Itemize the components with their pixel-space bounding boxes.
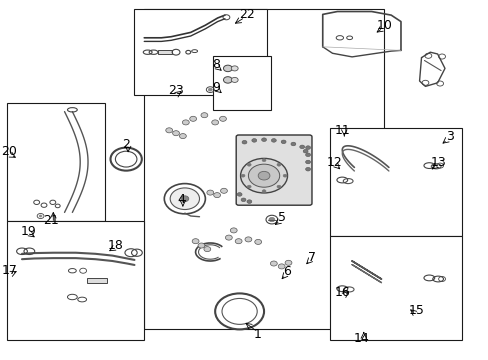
- Text: 14: 14: [353, 332, 369, 345]
- Circle shape: [39, 215, 42, 217]
- Bar: [329, 128, 461, 236]
- Circle shape: [165, 128, 172, 133]
- Text: 11: 11: [334, 124, 349, 137]
- Circle shape: [268, 217, 274, 222]
- Circle shape: [241, 174, 244, 177]
- Circle shape: [241, 198, 245, 202]
- Text: 8: 8: [212, 58, 220, 71]
- Circle shape: [251, 139, 256, 142]
- Text: 13: 13: [429, 156, 445, 169]
- Circle shape: [305, 167, 310, 171]
- Circle shape: [201, 113, 207, 118]
- Circle shape: [247, 163, 251, 166]
- Bar: [158, 50, 172, 54]
- Circle shape: [208, 88, 212, 91]
- Circle shape: [305, 146, 310, 149]
- Circle shape: [258, 171, 269, 180]
- Text: 23: 23: [168, 84, 183, 97]
- Circle shape: [278, 264, 285, 269]
- Text: 4: 4: [177, 193, 184, 206]
- Circle shape: [189, 116, 196, 121]
- Text: 3: 3: [445, 130, 453, 143]
- Circle shape: [271, 139, 276, 142]
- Text: 1: 1: [253, 328, 261, 341]
- Circle shape: [235, 239, 242, 244]
- Circle shape: [179, 134, 186, 139]
- Circle shape: [203, 247, 210, 252]
- Circle shape: [223, 77, 232, 83]
- Circle shape: [290, 142, 295, 146]
- Text: 17: 17: [2, 264, 18, 277]
- Bar: [7, 103, 105, 221]
- Circle shape: [242, 140, 246, 144]
- Circle shape: [231, 66, 238, 71]
- Circle shape: [237, 193, 242, 196]
- Bar: [212, 56, 271, 110]
- Circle shape: [213, 193, 220, 198]
- Text: 21: 21: [43, 214, 59, 227]
- Bar: [87, 278, 106, 283]
- Circle shape: [172, 131, 179, 136]
- Text: 5: 5: [278, 211, 285, 224]
- Circle shape: [223, 65, 232, 72]
- Circle shape: [305, 160, 310, 164]
- Circle shape: [192, 239, 199, 244]
- Text: 20: 20: [1, 145, 17, 158]
- Bar: [7, 221, 144, 340]
- Circle shape: [231, 77, 238, 82]
- Circle shape: [276, 185, 280, 188]
- Text: 12: 12: [326, 156, 342, 169]
- Circle shape: [261, 138, 266, 141]
- Circle shape: [246, 200, 251, 203]
- Circle shape: [281, 140, 285, 144]
- Bar: [144, 9, 383, 329]
- Circle shape: [270, 261, 277, 266]
- Circle shape: [181, 196, 188, 202]
- Circle shape: [219, 116, 226, 121]
- Text: 18: 18: [107, 239, 123, 252]
- Text: 19: 19: [20, 225, 36, 238]
- Circle shape: [211, 120, 218, 125]
- Circle shape: [283, 174, 286, 177]
- Bar: [134, 9, 266, 95]
- Circle shape: [240, 158, 287, 193]
- Circle shape: [276, 163, 280, 166]
- Circle shape: [262, 190, 265, 193]
- FancyBboxPatch shape: [236, 135, 311, 205]
- Circle shape: [244, 237, 251, 242]
- Text: 9: 9: [212, 81, 220, 94]
- Circle shape: [262, 159, 265, 162]
- Text: 6: 6: [283, 265, 291, 278]
- Circle shape: [285, 260, 291, 265]
- Text: 2: 2: [122, 138, 130, 150]
- Circle shape: [225, 235, 232, 240]
- Circle shape: [248, 164, 279, 187]
- Bar: [329, 236, 461, 340]
- Circle shape: [230, 228, 237, 233]
- Circle shape: [303, 149, 307, 153]
- Circle shape: [182, 120, 189, 125]
- Circle shape: [198, 243, 204, 248]
- Text: 10: 10: [376, 19, 392, 32]
- Text: 16: 16: [334, 286, 349, 299]
- Circle shape: [170, 188, 199, 210]
- Circle shape: [299, 145, 304, 149]
- Circle shape: [206, 190, 213, 195]
- Text: 15: 15: [408, 304, 424, 317]
- Circle shape: [305, 153, 310, 157]
- Circle shape: [247, 185, 251, 188]
- Text: 22: 22: [239, 8, 254, 21]
- Text: 7: 7: [307, 251, 315, 264]
- Circle shape: [254, 239, 261, 244]
- Circle shape: [220, 188, 227, 193]
